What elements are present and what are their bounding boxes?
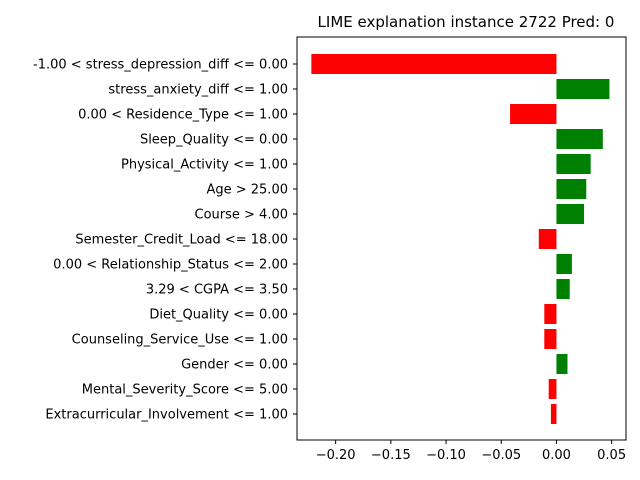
y-tick-label-5: Age > 25.00: [206, 183, 288, 198]
bar-7: [538, 229, 557, 249]
x-tick-label-5: 0.05: [597, 448, 626, 463]
bar-0: [311, 54, 557, 74]
bar-11: [544, 329, 557, 349]
chart-title: LIME explanation instance 2722 Pred: 0: [318, 13, 615, 31]
bar-14: [550, 404, 557, 424]
bar-4: [556, 154, 591, 174]
bar-10: [544, 304, 557, 324]
y-tick-label-11: Counseling_Service_Use <= 1.00: [72, 333, 288, 348]
plot-frame: [296, 36, 627, 441]
y-tick-label-4: Physical_Activity <= 1.00: [121, 158, 288, 173]
y-tick-label-1: stress_anxiety_diff <= 1.00: [108, 83, 288, 98]
y-tick-label-13: Mental_Severity_Score <= 5.00: [82, 383, 288, 398]
x-axis: −0.20 −0.15 −0.10 −0.05 0.00 0.05: [316, 440, 626, 463]
y-tick-label-8: 0.00 < Relationship_Status <= 2.00: [53, 258, 288, 273]
y-tick-labels: -1.00 < stress_depression_diff <= 0.00 st…: [33, 58, 297, 423]
y-tick-label-6: Course > 4.00: [195, 208, 289, 223]
y-tick-label-10: Diet_Quality <= 0.00: [149, 308, 288, 323]
y-tick-label-14: Extracurricular_Involvement <= 1.00: [45, 408, 288, 423]
y-tick-label-12: Gender <= 0.00: [181, 358, 288, 373]
bars-group: [311, 54, 610, 424]
bar-2: [510, 104, 557, 124]
x-tick-label-3: −0.05: [481, 448, 521, 463]
bar-13: [548, 379, 557, 399]
y-tick-label-0: -1.00 < stress_depression_diff <= 0.00: [33, 58, 288, 73]
bar-6: [556, 204, 585, 224]
bar-9: [556, 279, 570, 299]
x-tick-label-1: −0.15: [371, 448, 411, 463]
y-tick-label-7: Semester_Credit_Load <= 18.00: [75, 233, 288, 248]
bar-3: [556, 129, 603, 149]
y-tick-label-3: Sleep_Quality <= 0.00: [140, 133, 288, 148]
bar-8: [556, 254, 572, 274]
x-tick-label-0: −0.20: [316, 448, 356, 463]
bar-5: [556, 179, 587, 199]
bar-12: [556, 354, 568, 374]
y-tick-label-9: 3.29 < CGPA <= 3.50: [146, 283, 288, 298]
y-tick-label-2: 0.00 < Residence_Type <= 1.00: [78, 108, 288, 123]
x-tick-label-4: 0.00: [542, 448, 571, 463]
bar-1: [556, 79, 610, 99]
x-tick-label-2: −0.10: [426, 448, 466, 463]
